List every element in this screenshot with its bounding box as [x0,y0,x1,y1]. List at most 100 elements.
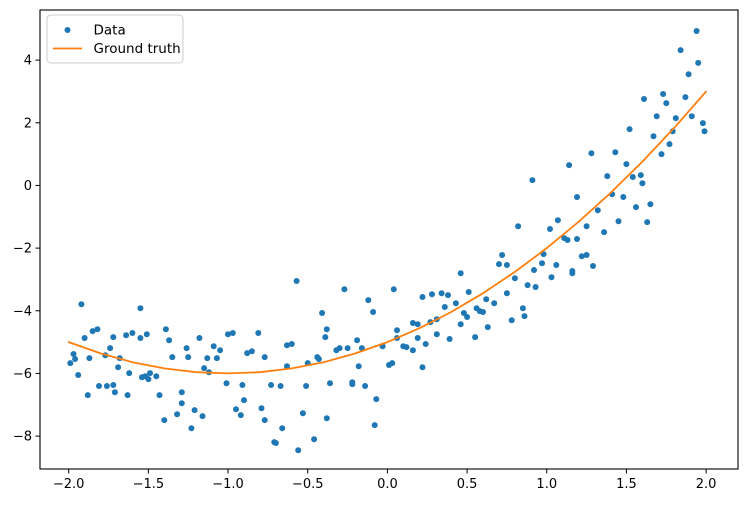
data-point [178,389,185,396]
data-point [244,350,251,357]
data-point [196,335,203,341]
data-point [441,304,448,310]
data-point [210,343,217,350]
data-point [81,335,88,341]
x-axis: −2.0 −1.5 −1.0 −0.5 0.0 0.5 1.0 1.5 2.0 [53,469,716,492]
data-point [89,328,96,335]
data-point [677,47,684,54]
data-point [365,297,372,304]
data-point [564,237,571,243]
x-tick-label: 1.0 [536,477,557,492]
data-point [237,412,244,419]
data-point [612,149,619,156]
data-point [373,396,380,403]
data-point [465,289,472,295]
data-point [637,172,644,179]
data-point [626,126,633,133]
data-point [311,436,318,443]
data-point [491,300,498,307]
data-point [531,267,537,273]
data-point [174,411,181,418]
data-point [86,355,93,362]
data-point [355,363,362,370]
data-point [137,305,144,312]
data-point [503,290,510,297]
data-point [701,128,708,135]
data-point [583,223,590,230]
data-point [204,355,211,362]
data-point [641,96,647,102]
data-point [188,425,195,432]
data-point [183,345,190,352]
data-point [620,194,627,200]
data-point [445,292,451,299]
data-point [503,262,510,268]
data-point [166,337,173,344]
data-point [623,161,630,168]
data-point [72,356,79,362]
data-point [145,376,152,383]
data-point [574,236,580,242]
data-point [341,286,348,293]
data-point [508,317,515,324]
data-point [284,342,290,349]
data-point [323,415,330,422]
data-point [666,141,673,148]
plot-border [39,9,739,470]
data-point [110,334,117,341]
data-point [464,314,471,320]
data-point [457,270,464,277]
y-tick-label: −4 [13,304,32,319]
x-tick-label: 1.5 [616,477,637,492]
data-point [672,115,679,122]
data-point [143,331,150,338]
data-point [480,309,486,315]
data-point [70,351,77,357]
data-point [94,326,101,333]
data-point [484,324,491,331]
data-point [191,407,198,414]
data-point [169,354,176,361]
data-point [261,417,268,424]
data-point [111,389,118,396]
data-point [629,174,636,180]
data-point [268,382,275,388]
data-point [539,260,545,267]
data-point [293,278,300,284]
data-point [653,113,660,120]
data-point [394,327,400,334]
data-point [103,383,110,389]
x-tick-label: −1.0 [212,477,244,492]
data-point [354,337,361,344]
data-point [472,334,479,341]
data-point [178,400,185,407]
data-point [370,309,377,315]
data-point [126,370,133,377]
data-point [258,405,265,412]
data-point [185,354,192,361]
data-point [615,218,622,225]
data-point [153,373,160,380]
data-point [129,330,136,336]
data-point [255,330,262,336]
data-point [693,28,700,34]
data-point [639,180,646,187]
data-point [521,313,528,320]
data-point [409,347,416,354]
data-point [554,217,561,224]
data-point [433,331,440,338]
data-point [315,356,322,362]
data-point [78,301,85,308]
y-tick-label: 2 [24,116,32,131]
data-point [452,300,459,307]
data-point [322,334,329,341]
data-point [524,282,531,289]
plot-area [67,28,708,454]
data-point [390,286,397,293]
data-point [288,341,295,347]
data-point [529,177,536,184]
data-point [261,354,268,361]
data-point [511,275,518,282]
data-point [515,223,522,230]
